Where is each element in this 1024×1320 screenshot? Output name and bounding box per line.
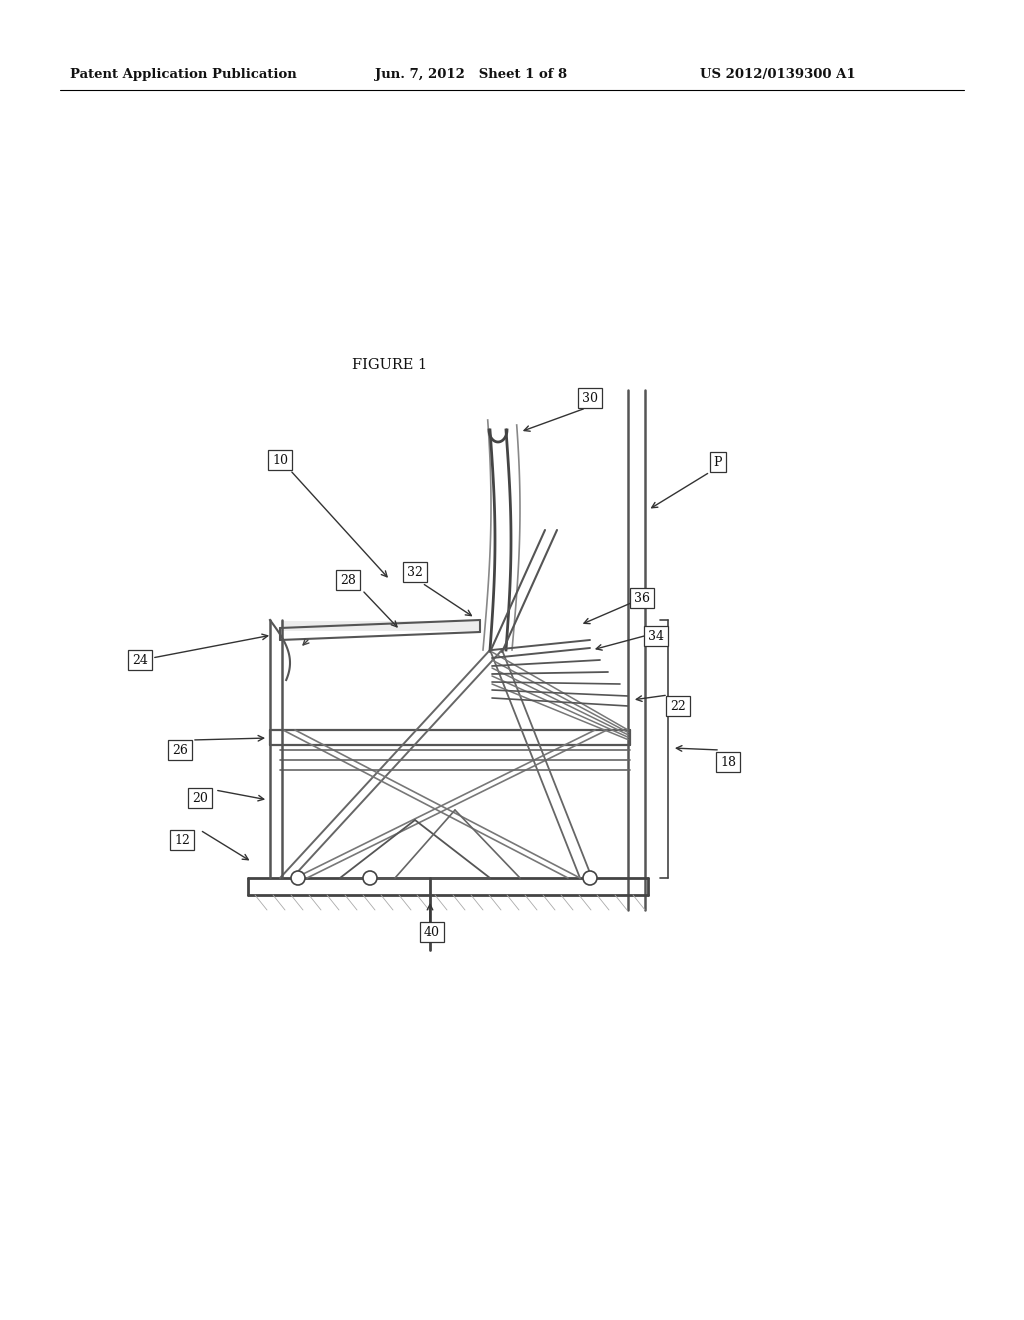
Text: 34: 34 — [648, 630, 664, 643]
Text: 20: 20 — [193, 792, 208, 804]
Text: 30: 30 — [582, 392, 598, 404]
Circle shape — [583, 871, 597, 884]
Text: 26: 26 — [172, 743, 188, 756]
Circle shape — [362, 871, 377, 884]
Text: US 2012/0139300 A1: US 2012/0139300 A1 — [700, 69, 856, 81]
Text: 40: 40 — [424, 925, 440, 939]
Text: Jun. 7, 2012   Sheet 1 of 8: Jun. 7, 2012 Sheet 1 of 8 — [375, 69, 567, 81]
Text: Patent Application Publication: Patent Application Publication — [70, 69, 297, 81]
Text: 24: 24 — [132, 653, 147, 667]
Circle shape — [291, 871, 305, 884]
Text: P: P — [714, 455, 722, 469]
Text: 36: 36 — [634, 591, 650, 605]
Text: 10: 10 — [272, 454, 288, 466]
Text: 12: 12 — [174, 833, 189, 846]
Text: 28: 28 — [340, 573, 356, 586]
Text: 32: 32 — [408, 565, 423, 578]
Text: 22: 22 — [670, 700, 686, 713]
FancyBboxPatch shape — [281, 620, 479, 631]
Text: FIGURE 1: FIGURE 1 — [352, 358, 428, 372]
Text: 18: 18 — [720, 755, 736, 768]
